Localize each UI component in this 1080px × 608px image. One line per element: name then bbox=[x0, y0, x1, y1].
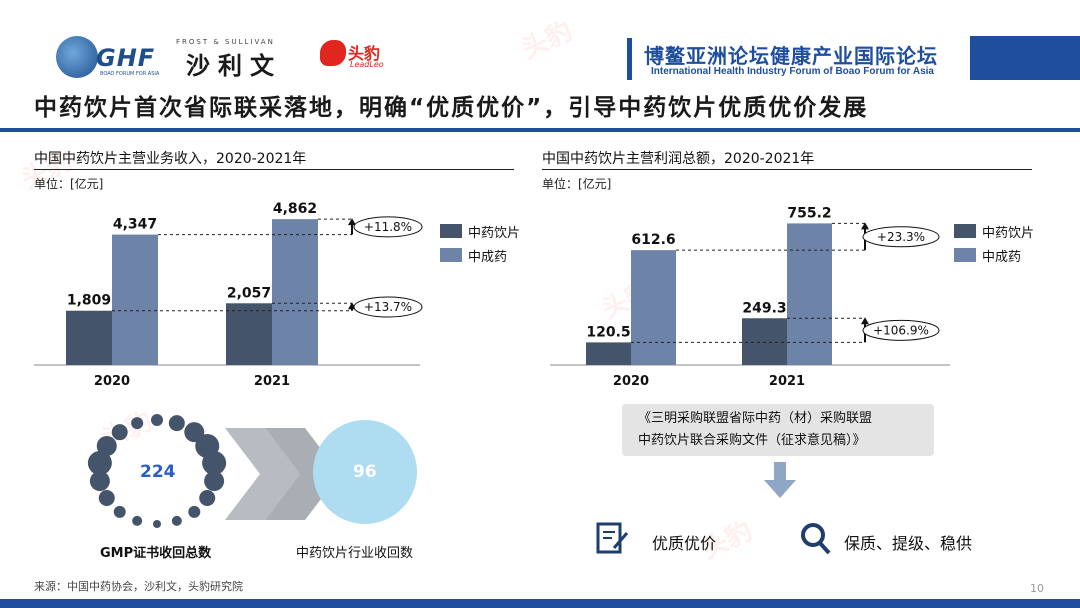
document-title-line-1: 《三明采购联盟省际中药（材）采购联盟 bbox=[638, 411, 873, 426]
chart-1-growth-badge bbox=[353, 216, 423, 238]
chart-1-legend-swatch-dark bbox=[440, 224, 462, 238]
chart-2-tick-label-2020: 2020 bbox=[613, 374, 649, 389]
chart-2-legend-label-0: 中药饮片 bbox=[982, 226, 1035, 241]
chart-1-data-label: 4,347 bbox=[113, 217, 157, 233]
industry-recall-circle bbox=[313, 420, 417, 524]
procurement-document-box: 《三明采购联盟省际中药（材）采购联盟 中药饮片联合采购文件（征求意见稿）》 bbox=[622, 404, 934, 456]
chart-1-bar-中药饮片-2021 bbox=[226, 303, 272, 365]
chart-1-growth-badge bbox=[353, 296, 423, 318]
chart-2-growth-badge bbox=[862, 226, 940, 248]
chart-2-legend-swatch-dark bbox=[954, 224, 976, 238]
chart-2-bar-中药饮片-2020 bbox=[586, 342, 631, 365]
chart-2-growth-badge bbox=[862, 319, 940, 341]
chart-2-unit: 单位：[亿元] bbox=[542, 177, 612, 191]
chart-1-revenue: 1,809 4,347 2020 2,057 4,862 2021 +11.8% +13.7% bbox=[34, 201, 423, 389]
recall-graphic bbox=[87, 414, 417, 528]
globe-icon bbox=[56, 36, 98, 78]
frost-sullivan-logo-en: FROST & SULLIVAN bbox=[176, 38, 275, 46]
document-title-line-2: 中药饮片联合采购文件（征求意见稿）》 bbox=[638, 433, 866, 448]
dot-ring-dot bbox=[131, 417, 144, 430]
watermark-leadleo: 头豹 bbox=[517, 16, 577, 66]
chart-1-bar-中药饮片-2020 bbox=[66, 310, 112, 365]
dot-ring-dot bbox=[113, 505, 126, 518]
gmp-recall-caption: GMP证书收回总数 bbox=[100, 546, 212, 561]
search-icon bbox=[801, 523, 831, 555]
chart-2-bar-中药饮片-2021 bbox=[742, 318, 787, 365]
ghf-logo-text: GHF bbox=[96, 44, 156, 72]
ghf-logo-subtext: BOAO FORUM FOR ASIA bbox=[100, 71, 160, 77]
chart-2-data-label: 249.3 bbox=[742, 300, 786, 316]
dot-ring-dot bbox=[96, 436, 117, 456]
chart-1-legend-label-1: 中成药 bbox=[468, 250, 508, 265]
dot-ring-dot bbox=[153, 520, 161, 528]
dot-ring-dot bbox=[151, 414, 163, 426]
forum-color-block bbox=[970, 36, 1080, 80]
chart-2-bar-中成药-2020 bbox=[631, 250, 676, 365]
dot-ring-dot bbox=[98, 490, 115, 506]
chart-1-growth-label: +11.8% bbox=[364, 220, 412, 234]
chart-2-data-label: 120.5 bbox=[586, 324, 630, 340]
chart-2-title: 中国中药饮片主营利润总额，2020-2021年 bbox=[542, 151, 815, 167]
dot-ring bbox=[87, 414, 227, 528]
ghf-logo: GHF BOAO FORUM FOR ASIA bbox=[56, 36, 176, 82]
industry-recall-caption: 中药饮片行业收回数 bbox=[296, 546, 414, 561]
title-divider bbox=[0, 128, 1080, 132]
frost-sullivan-logo-cn: 沙利文 bbox=[186, 52, 282, 80]
chart-2-tick-label-2021: 2021 bbox=[769, 374, 805, 389]
chart-1-unit: 单位：[亿元] bbox=[34, 177, 104, 191]
chart-1-tick-label-2021: 2021 bbox=[254, 374, 290, 389]
chart-2-title-rule bbox=[542, 169, 1032, 170]
forum-name-cn: 博鳌亚洲论坛健康产业国际论坛 bbox=[644, 44, 938, 68]
chart-1-growth-label: +13.7% bbox=[364, 300, 412, 314]
chart-1-data-label: 2,057 bbox=[227, 285, 271, 301]
leadleo-logo-en: LeadLeo bbox=[350, 60, 384, 69]
dot-ring-dot bbox=[188, 505, 201, 518]
chart-2-legend-swatch-light bbox=[954, 248, 976, 262]
chart-1-tick-label-2020: 2020 bbox=[94, 374, 130, 389]
chart-1-legend-swatch-light bbox=[440, 248, 462, 262]
dot-ring-dot bbox=[87, 450, 112, 475]
dot-ring-dot bbox=[111, 424, 128, 441]
chart-1-bar-中成药-2020 bbox=[112, 234, 158, 365]
page-title: 中药饮片首次省际联采落地，明确“优质优价”，引导中药饮片优质优价发展 bbox=[34, 95, 869, 121]
chart-1-data-label: 4,862 bbox=[273, 201, 317, 217]
chart-2-profit: 120.5 612.6 2020 249.3 755.2 2021 +23.3% +106.9… bbox=[550, 205, 950, 389]
chart-1-data-label: 1,809 bbox=[67, 293, 111, 309]
chart-1-bar-中成药-2021 bbox=[272, 219, 318, 365]
dot-ring-dot bbox=[168, 415, 185, 432]
dot-ring-dot bbox=[132, 515, 143, 526]
dot-ring-dot bbox=[202, 450, 227, 475]
down-arrow-icon bbox=[764, 462, 796, 498]
chart-1-legend-label-0: 中药饮片 bbox=[468, 226, 521, 241]
forum-name-en: International Health Industry Forum of B… bbox=[651, 66, 934, 77]
chart-2-data-label: 755.2 bbox=[787, 205, 831, 221]
chart-2-data-label: 612.6 bbox=[631, 232, 675, 248]
forum-accent-bar bbox=[627, 38, 632, 80]
leadleo-logo-cn: 头豹 bbox=[348, 44, 381, 63]
chart-2-growth-arrow-head bbox=[861, 222, 869, 230]
chart-1-title: 中国中药饮片主营业务收入，2020-2021年 bbox=[34, 151, 307, 167]
chart-2-growth-arrow-head bbox=[861, 317, 869, 325]
document-edit-icon bbox=[596, 522, 629, 554]
source-note: 来源：中国中药协会，沙利文，头豹研究院 bbox=[34, 580, 243, 593]
chart-2-growth-label: +106.9% bbox=[873, 323, 929, 337]
chart-2-legend-label-1: 中成药 bbox=[982, 250, 1022, 265]
chart-1-growth-arrow-head bbox=[348, 218, 356, 226]
dot-ring-dot bbox=[199, 490, 216, 506]
chart-2-growth-label: +23.3% bbox=[877, 230, 925, 244]
chart-1-title-rule bbox=[34, 169, 514, 170]
chart-2-bar-中成药-2021 bbox=[787, 223, 832, 365]
industry-recall-count: 96 bbox=[353, 462, 377, 482]
gmp-recall-count: 224 bbox=[140, 462, 176, 482]
dot-ring-dot bbox=[171, 515, 182, 526]
tag-quality-price: 优质优价 bbox=[652, 534, 717, 553]
page-number: 10 bbox=[1030, 582, 1044, 595]
leopard-icon bbox=[320, 40, 346, 66]
dot-ring-dot bbox=[204, 471, 225, 492]
footer-bar bbox=[0, 599, 1080, 608]
tag-quality-grade-supply: 保质、提级、稳供 bbox=[844, 534, 973, 553]
dot-ring-dot bbox=[89, 471, 110, 492]
